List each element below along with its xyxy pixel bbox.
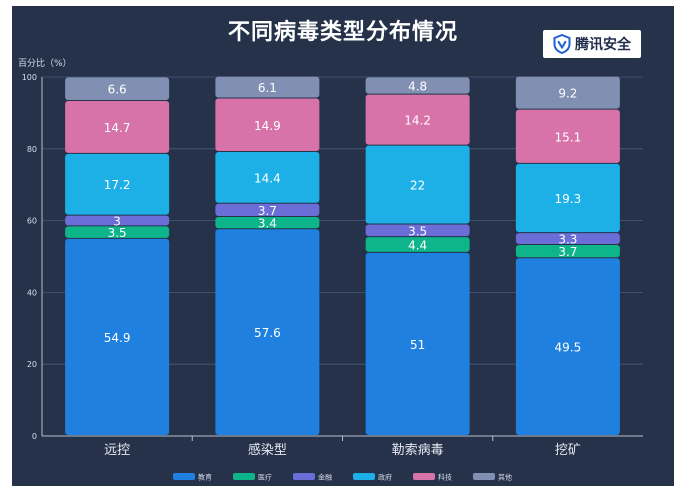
data-label: 3.7 — [258, 204, 277, 218]
shield-v-icon — [553, 34, 571, 54]
chart-panel: 百分比（%） 0 20 40 60 80 100 54.9 3.5 3 17.2 14.7 6.6 远控 5… — [12, 6, 674, 486]
y-tick-label: 40 — [27, 288, 37, 297]
legend-swatch — [413, 473, 435, 480]
bar-segment — [65, 101, 170, 153]
x-tick-label: 远控 — [104, 443, 130, 458]
data-label: 14.7 — [104, 121, 131, 135]
data-label: 3.7 — [558, 245, 577, 259]
bar-segment — [515, 76, 620, 109]
legend-label: 教育 — [198, 473, 212, 482]
data-label: 14.2 — [404, 114, 431, 128]
bar-segment — [65, 238, 170, 435]
data-label: 54.9 — [104, 331, 131, 345]
data-label: 6.6 — [108, 83, 127, 97]
data-label: 19.3 — [555, 192, 582, 206]
data-label: 3.3 — [558, 233, 577, 247]
y-axis-label: 百分比（%） — [18, 57, 72, 69]
y-tick-label: 60 — [27, 217, 37, 226]
data-label: 14.9 — [254, 119, 281, 133]
bar-segment — [365, 224, 470, 237]
y-tick-label: 100 — [22, 73, 37, 82]
bar-segment — [65, 226, 170, 238]
legend-swatch — [293, 473, 315, 480]
data-label: 3.5 — [108, 226, 127, 240]
bar-segment — [215, 229, 320, 435]
legend-label: 政府 — [378, 473, 392, 482]
legend-swatch — [233, 473, 255, 480]
bar-segment — [515, 163, 620, 233]
bar-segment — [365, 94, 470, 145]
data-label: 49.5 — [555, 341, 582, 355]
chart-title: 不同病毒类型分布情况 — [227, 20, 458, 45]
brand-logo: 腾讯安全 — [543, 30, 641, 58]
data-label: 9.2 — [558, 87, 577, 101]
bar-segment — [215, 203, 320, 217]
bar-segment — [215, 76, 320, 98]
bar-segment — [365, 145, 470, 224]
data-label: 6.1 — [258, 81, 277, 95]
bar-segment — [515, 109, 620, 163]
legend-swatch — [173, 473, 195, 480]
bar-segment — [65, 215, 170, 226]
legend-label: 金融 — [318, 473, 332, 482]
bar-segment — [365, 77, 470, 94]
data-label: 22 — [410, 179, 425, 193]
x-tick-label: 感染型 — [248, 442, 287, 458]
bar-segment — [515, 233, 620, 245]
legend-label: 科技 — [438, 473, 452, 482]
x-tick-label: 挖矿 — [555, 443, 581, 458]
data-label: 15.1 — [555, 130, 582, 144]
data-label: 4.4 — [408, 239, 427, 253]
bar-segment — [365, 252, 470, 435]
data-label: 57.6 — [254, 326, 281, 340]
x-tick-label: 勒索病毒 — [392, 443, 444, 458]
data-label: 51 — [410, 338, 425, 352]
legend-swatch — [353, 473, 375, 480]
bar-segment — [515, 258, 620, 435]
bar-segment — [65, 77, 170, 101]
data-label: 14.4 — [254, 171, 281, 185]
brand-name: 腾讯安全 — [575, 37, 631, 53]
data-label: 3 — [113, 214, 121, 228]
bar-segment — [215, 152, 320, 203]
bar-segment — [365, 237, 470, 252]
y-tick-label: 20 — [27, 360, 37, 369]
bar-segment — [215, 98, 320, 152]
y-tick-label: 0 — [32, 432, 37, 441]
data-label: 17.2 — [104, 178, 131, 192]
stacked-bar-chart: 百分比（%）02040608010054.93.5317.214.76.6远控5… — [18, 57, 643, 482]
data-label: 3.4 — [258, 217, 277, 231]
bar-segment — [515, 245, 620, 258]
legend-swatch — [473, 473, 495, 480]
bar-segment — [65, 153, 170, 215]
y-tick-label: 80 — [27, 145, 37, 154]
bar-segment — [215, 217, 320, 229]
data-label: 3.5 — [408, 224, 427, 238]
legend-label: 医疗 — [258, 473, 272, 482]
legend-label: 其他 — [498, 473, 512, 482]
data-label: 4.8 — [408, 79, 427, 93]
